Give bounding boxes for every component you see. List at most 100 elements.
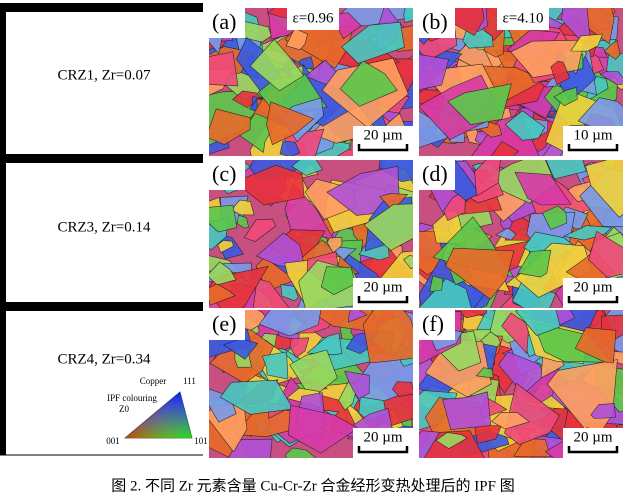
scale-label: 20 µm — [573, 279, 612, 295]
grain — [279, 140, 301, 156]
caption: 图 2. 不同 Zr 元素含量 Cu-Cr-Zr 合金经形变热处理后的 IPF … — [111, 477, 514, 494]
grain — [261, 351, 289, 380]
grain — [504, 382, 560, 445]
grain — [209, 204, 238, 233]
panel-tag: (d) — [422, 161, 448, 186]
grains: (f) 20 µm — [419, 310, 623, 458]
grain — [287, 404, 359, 454]
row-label: CRZ3, Zr=0.14 — [57, 219, 151, 235]
tag-box — [419, 160, 455, 190]
tag-box — [209, 310, 245, 340]
strain-label: ε=0.96 — [292, 10, 334, 26]
panel-tag: (b) — [422, 9, 448, 34]
tag-box — [419, 8, 455, 38]
grain — [341, 21, 405, 64]
grain — [243, 218, 277, 242]
grain — [550, 60, 571, 86]
grain — [233, 164, 305, 206]
grain — [603, 39, 621, 60]
scale-bar — [357, 144, 409, 152]
row-label: CRZ4, Zr=0.34 — [57, 351, 151, 367]
grain — [217, 240, 234, 254]
grain — [512, 280, 557, 308]
panel-tag: (f) — [422, 311, 444, 336]
grain — [392, 381, 413, 397]
grain — [219, 379, 294, 415]
grain — [344, 370, 370, 400]
scale-bar — [567, 144, 619, 152]
tag-box — [419, 310, 455, 340]
grain — [490, 141, 520, 156]
grain — [320, 266, 356, 295]
grain — [542, 205, 568, 230]
grain — [306, 332, 343, 356]
grain — [517, 249, 552, 278]
grain — [474, 160, 501, 197]
grain — [447, 83, 512, 125]
grain — [570, 33, 603, 52]
grain — [491, 411, 530, 430]
grain — [553, 87, 578, 107]
grains: (c) 20 µm — [209, 160, 413, 308]
grains: (a) ε=0.96 20 µm — [209, 8, 413, 156]
frame — [0, 154, 203, 163]
grain — [403, 255, 413, 270]
grain — [475, 367, 494, 378]
ebsd-map: (f) 20 µm — [419, 310, 623, 458]
legend-corner: 101 — [194, 436, 208, 446]
grain — [445, 247, 515, 300]
scale-bar — [357, 446, 409, 454]
scale-label: 20 µm — [573, 429, 612, 445]
legend-material: Copper — [140, 376, 167, 386]
grains: (e) 20 µm — [209, 310, 413, 458]
grain — [209, 51, 239, 87]
grain — [297, 56, 315, 70]
grain — [419, 54, 450, 91]
grain — [588, 230, 623, 278]
panel-tag: (e) — [212, 311, 236, 336]
grain — [284, 447, 317, 458]
scale-label: 20 µm — [363, 429, 402, 445]
legend-corner: 001 — [106, 436, 120, 446]
scale-label: 10 µm — [573, 127, 612, 143]
frame — [0, 3, 6, 455]
grain — [348, 310, 368, 323]
grain — [266, 101, 315, 146]
legend-corner: 111 — [183, 376, 196, 386]
scale-bar — [567, 296, 619, 304]
grain — [562, 225, 613, 241]
ebsd-map: (a) ε=0.96 20 µm — [209, 8, 413, 156]
legend-title: IPF colouring — [107, 393, 157, 403]
grain — [326, 237, 343, 254]
legend-sub: Z0 — [119, 404, 129, 414]
grain — [515, 310, 561, 336]
scale-bar — [567, 446, 619, 454]
grain — [249, 38, 305, 92]
scale-label: 20 µm — [363, 279, 402, 295]
ebsd-map: (b) ε=4.10 10 µm — [419, 8, 623, 156]
panel-tag: (c) — [212, 161, 236, 186]
grain — [230, 199, 255, 216]
grain — [285, 28, 308, 51]
grain — [362, 310, 413, 364]
grain — [231, 90, 263, 109]
grain — [495, 227, 517, 241]
frame — [0, 302, 203, 311]
grains: (d) 20 µm — [419, 160, 623, 308]
ebsd-map: (d) 20 µm — [419, 160, 623, 308]
grain — [574, 327, 617, 364]
grain — [447, 8, 485, 36]
ebsd-map: (e) 20 µm — [209, 310, 413, 458]
grain — [585, 160, 623, 218]
scale-bar — [357, 296, 409, 304]
grain — [403, 8, 413, 23]
strain-box — [497, 8, 549, 30]
grains: (b) ε=4.10 10 µm — [419, 8, 623, 156]
grain — [236, 214, 250, 229]
tag-box — [209, 8, 245, 38]
grain — [209, 261, 237, 286]
tag-box — [209, 160, 245, 190]
grain — [514, 171, 572, 206]
ipf-legend: Copper 111 IPF colouring Z0 001 101 — [106, 376, 208, 446]
